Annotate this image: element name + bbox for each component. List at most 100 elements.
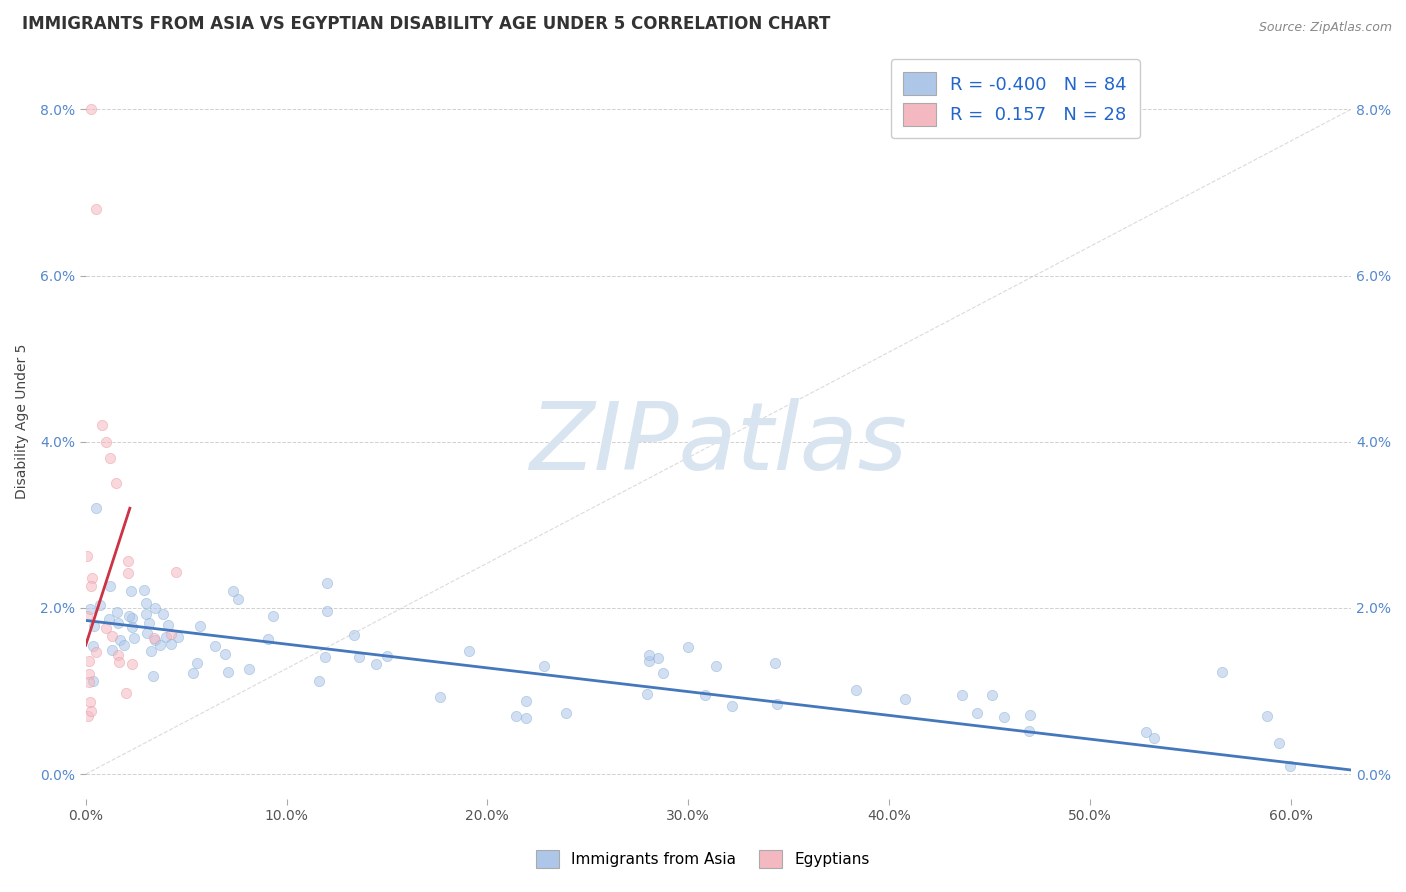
Point [80,571,103,585]
Point [966,706,988,720]
Text: IMMIGRANTS FROM ASIA VS EGYPTIAN DISABILITY AGE UNDER 5 CORRELATION CHART: IMMIGRANTS FROM ASIA VS EGYPTIAN DISABIL… [22,15,831,33]
Point [104,476,127,491]
Point [766,697,789,711]
Point [1211,665,1233,679]
Text: ZIPatlas: ZIPatlas [530,398,907,489]
Y-axis label: Disability Age Under 5: Disability Age Under 5 [15,343,30,499]
Point [314,649,336,664]
Point [77,674,100,689]
Point [316,604,339,618]
Point [181,666,204,681]
Point [84,202,107,216]
Point [135,607,157,622]
Point [155,630,177,644]
Point [555,706,578,720]
Point [143,632,166,646]
Point [226,592,249,607]
Text: Source: ZipAtlas.com: Source: ZipAtlas.com [1258,21,1392,34]
Point [79,696,101,710]
Point [105,605,128,619]
Point [118,608,141,623]
Point [166,630,188,644]
Point [1018,724,1040,739]
Point [120,584,142,599]
Point [1256,708,1278,723]
Point [315,575,337,590]
Point [375,648,398,663]
Point [257,632,280,647]
Point [139,643,162,657]
Point [79,704,101,718]
Point [721,699,744,714]
Point [142,669,165,683]
Point [121,620,143,634]
Point [638,654,661,668]
Point [122,632,145,646]
Point [138,616,160,631]
Point [117,566,139,581]
Point [89,598,111,612]
Point [82,674,104,689]
Point [98,579,121,593]
Point [204,639,226,653]
Point [505,709,527,723]
Point [108,655,131,669]
Point [165,565,187,579]
Point [1019,707,1042,722]
Point [704,659,727,673]
Point [76,608,98,623]
Legend: R = -0.400   N = 84, R =  0.157   N = 28: R = -0.400 N = 84, R = 0.157 N = 28 [890,60,1139,138]
Point [79,602,101,616]
Point [188,619,211,633]
Point [221,583,243,598]
Point [90,418,112,433]
Point [343,628,366,642]
Point [647,650,669,665]
Point [651,665,673,680]
Point [112,638,135,652]
Point [515,694,537,708]
Point [676,640,699,654]
Point [347,649,370,664]
Point [132,582,155,597]
Point [135,596,157,610]
Point [160,637,183,651]
Point [77,666,100,681]
Point [108,633,131,648]
Point [981,689,1004,703]
Point [117,553,139,567]
Point [160,627,183,641]
Point [82,640,104,654]
Point [101,643,124,657]
Point [845,682,868,697]
Point [533,659,555,673]
Point [107,615,129,630]
Point [79,654,101,668]
Point [993,710,1015,724]
Point [79,103,101,117]
Point [80,579,103,593]
Point [84,501,107,516]
Point [636,687,658,701]
Point [763,656,786,670]
Point [156,618,179,632]
Point [238,662,260,676]
Point [121,657,143,672]
Point [76,709,98,723]
Point [515,711,537,725]
Point [84,645,107,659]
Point [214,647,236,661]
Point [308,673,330,688]
Point [107,648,129,662]
Point [1279,759,1302,773]
Point [217,665,239,679]
Point [121,611,143,625]
Point [638,648,661,662]
Point [1135,725,1157,739]
Point [1143,731,1166,745]
Point [94,434,117,449]
Point [76,549,98,563]
Point [101,629,124,643]
Point [94,621,117,635]
Point [894,691,917,706]
